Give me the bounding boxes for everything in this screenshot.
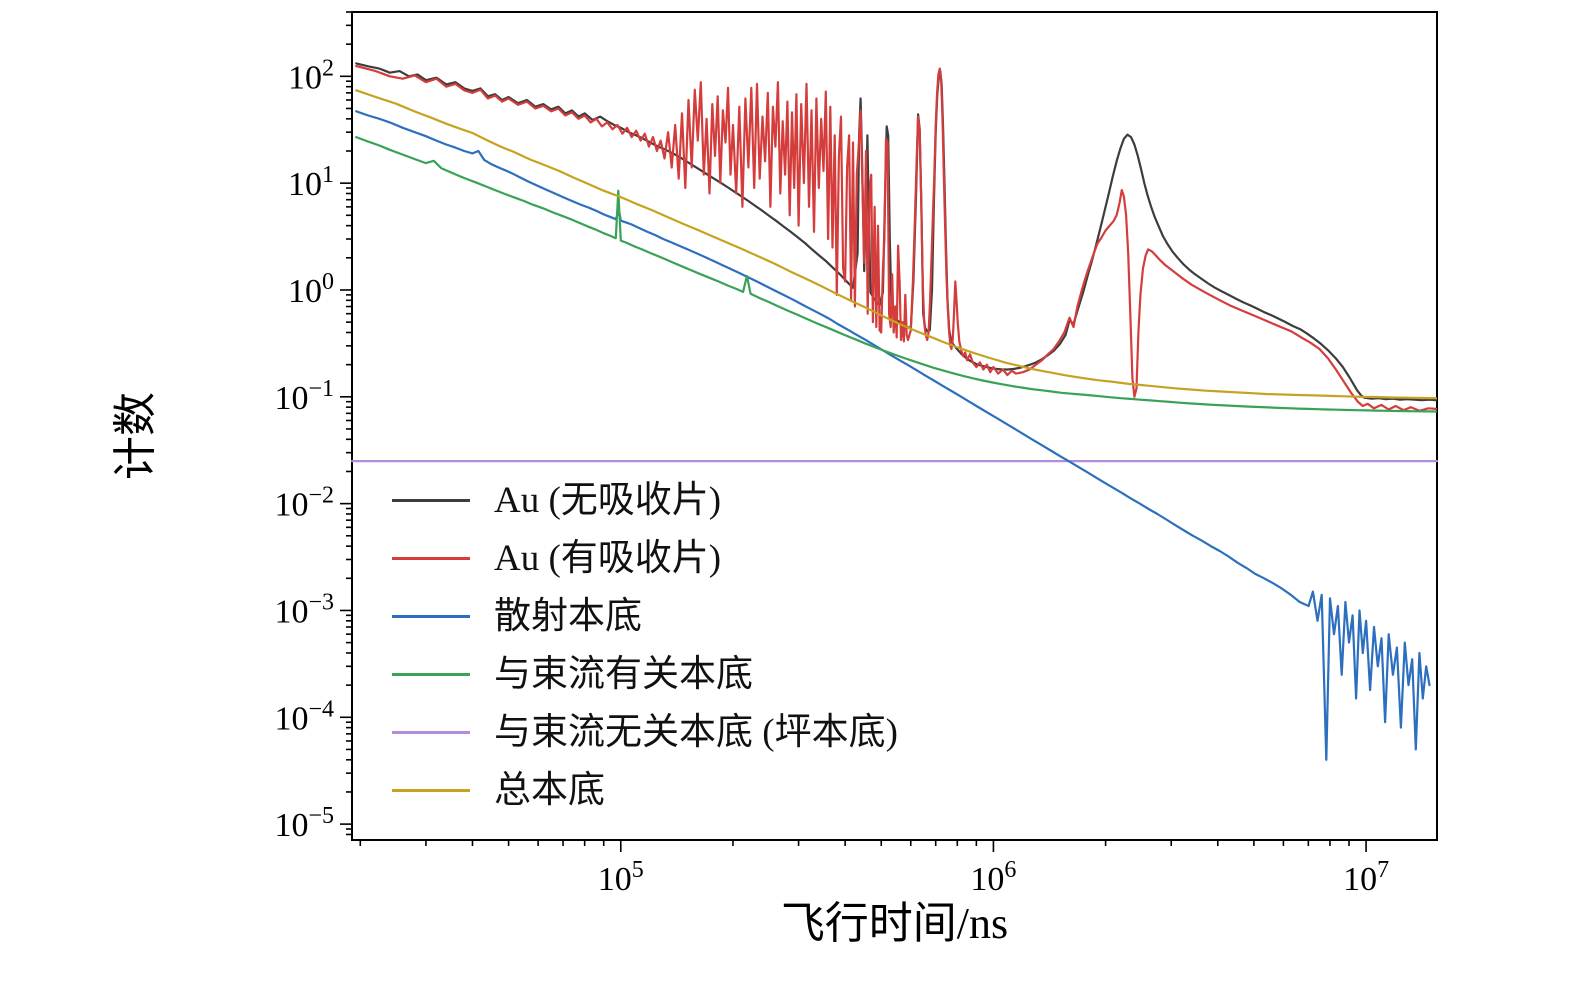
legend-swatch-scattering-background [392,614,470,618]
legend-label-beam-related-background: 与束流有关本底 [494,653,753,695]
legend-label-scattering-background: 散射本底 [494,595,642,637]
legend-label-total-background: 总本底 [494,769,605,811]
legend-item-au-absorber: Au (有吸收片) [392,529,898,587]
legend-item-total-background: 总本底 [392,761,898,819]
y-tick-label-1e0: 100 [288,269,334,310]
y-tick-label-1e-3: 10−3 [274,589,334,630]
y-tick-label-1e2: 102 [288,55,334,96]
x-tick-label-1e5: 105 [598,857,644,898]
y-tick-label-1e-2: 10−2 [274,483,334,524]
y-tick-label-1e-5: 10−5 [274,803,334,844]
x-tick-label-1e6: 106 [970,857,1016,898]
y-axis-label: 计数 [111,392,160,480]
legend-label-au-absorber: Au (有吸收片) [494,537,722,579]
axis-ticks [340,11,1367,852]
legend-label-au-no-absorber: Au (无吸收片) [494,479,722,521]
legend-item-scattering-background: 散射本底 [392,587,898,645]
series-line-beam-related-background [355,136,1438,413]
series-line-total-background [355,89,1438,400]
legend-label-beam-unrelated-background: 与束流无关本底 (坪本底) [494,711,898,753]
legend-item-beam-unrelated-background: 与束流无关本底 (坪本底) [392,703,898,761]
y-tick-label-1e1: 101 [288,162,334,203]
legend-swatch-beam-unrelated-background [392,730,470,734]
series-line-scattering-background [355,110,1431,761]
chart-legend: Au (无吸收片) Au (有吸收片) 散射本底 与束流有关本底 与束流无关本底… [392,471,898,819]
tick-labels: 105 106 107 10−5 10−4 10−3 10−2 10−1 100 101 102 [274,55,1389,898]
legend-swatch-au-no-absorber [392,498,470,502]
plot-border [351,11,1438,841]
legend-item-beam-related-background: 与束流有关本底 [392,645,898,703]
legend-swatch-beam-related-background [392,672,470,676]
legend-swatch-total-background [392,788,470,792]
y-tick-label-1e-1: 10−1 [274,376,334,417]
series-line-au-no-absorber [355,62,1438,402]
legend-item-au-no-absorber: Au (无吸收片) [392,471,898,529]
x-axis-label: 飞行时间/ns [781,899,1008,948]
x-tick-label-1e7: 107 [1343,857,1389,898]
legend-swatch-au-absorber [392,556,470,560]
y-tick-label-1e-4: 10−4 [274,696,334,737]
series-line-au-absorber [355,64,1438,412]
